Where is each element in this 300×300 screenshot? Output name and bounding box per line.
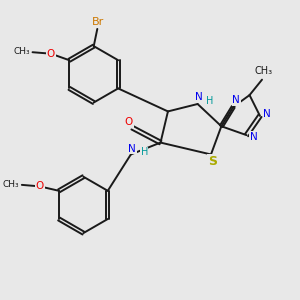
Text: Br: Br [92, 17, 105, 27]
Text: N: N [195, 92, 203, 103]
Text: O: O [47, 49, 55, 59]
Text: N: N [263, 110, 271, 119]
Text: N: N [128, 143, 136, 154]
Text: CH₃: CH₃ [3, 180, 20, 189]
Text: N: N [250, 132, 258, 142]
Text: N: N [232, 95, 240, 105]
Text: CH₃: CH₃ [254, 66, 273, 76]
Text: S: S [208, 155, 217, 168]
Text: O: O [124, 117, 133, 127]
Text: O: O [35, 182, 44, 191]
Text: CH₃: CH₃ [14, 47, 30, 56]
Text: H: H [206, 96, 213, 106]
Text: H: H [140, 147, 148, 157]
